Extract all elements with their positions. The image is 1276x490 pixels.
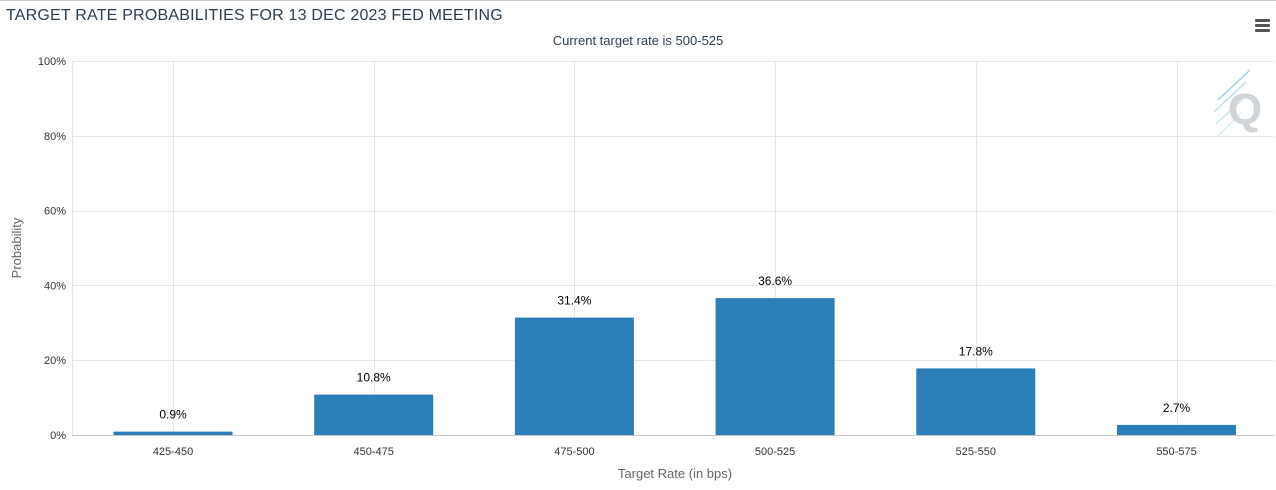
y-tick-label: 80% [44, 131, 66, 143]
hamburger-menu-icon[interactable] [1252, 17, 1272, 37]
y-tick-label: 100% [38, 56, 66, 68]
bar-525-550[interactable] [916, 368, 1036, 435]
q-logo-icon: Q [1213, 69, 1262, 137]
bars [113, 298, 1236, 435]
chart-subtitle: Current target rate is 500-525 [552, 33, 724, 48]
grid-lines [72, 61, 1275, 436]
chart-title: TARGET RATE PROBABILITIES FOR 13 DEC 202… [6, 7, 503, 24]
x-tick-label: 525-550 [956, 446, 996, 458]
data-label: 2.7% [1163, 401, 1191, 415]
x-tick-label: 475-500 [554, 446, 594, 458]
x-tick-label: 500-525 [755, 446, 795, 458]
x-axis-ticks: 425-450 450-475 475-500 500-525 525-550 550-5… [153, 446, 1197, 458]
y-tick-label: 40% [44, 280, 66, 292]
x-tick-label: 425-450 [153, 446, 193, 458]
x-axis-title: Target Rate (in bps) [618, 466, 732, 481]
bar-475-500[interactable] [514, 317, 634, 435]
bar-550-575[interactable] [1117, 424, 1236, 435]
data-label: 31.4% [557, 294, 591, 308]
y-tick-label: 0% [50, 430, 66, 442]
y-tick-label: 60% [44, 206, 66, 218]
bar-500-525[interactable] [715, 298, 835, 435]
bar-425-450[interactable] [113, 431, 233, 435]
data-label: 10.8% [357, 371, 391, 385]
data-labels: 0.9% 10.8% 31.4% 36.6% 17.8% 2.7% [159, 274, 1190, 422]
svg-text:Q: Q [1228, 85, 1262, 134]
x-tick-label: 450-475 [354, 446, 394, 458]
data-label: 0.9% [159, 408, 187, 422]
top-rule [0, 0, 1276, 1]
y-axis-ticks: 0% 20% 40% 60% 80% 100% [38, 56, 66, 442]
y-axis-title: Probability [9, 217, 24, 278]
bar-450-475[interactable] [314, 394, 434, 435]
data-label: 36.6% [758, 274, 792, 288]
data-label: 17.8% [959, 344, 993, 358]
y-tick-label: 20% [44, 355, 66, 367]
x-tick-label: 550-575 [1156, 446, 1196, 458]
